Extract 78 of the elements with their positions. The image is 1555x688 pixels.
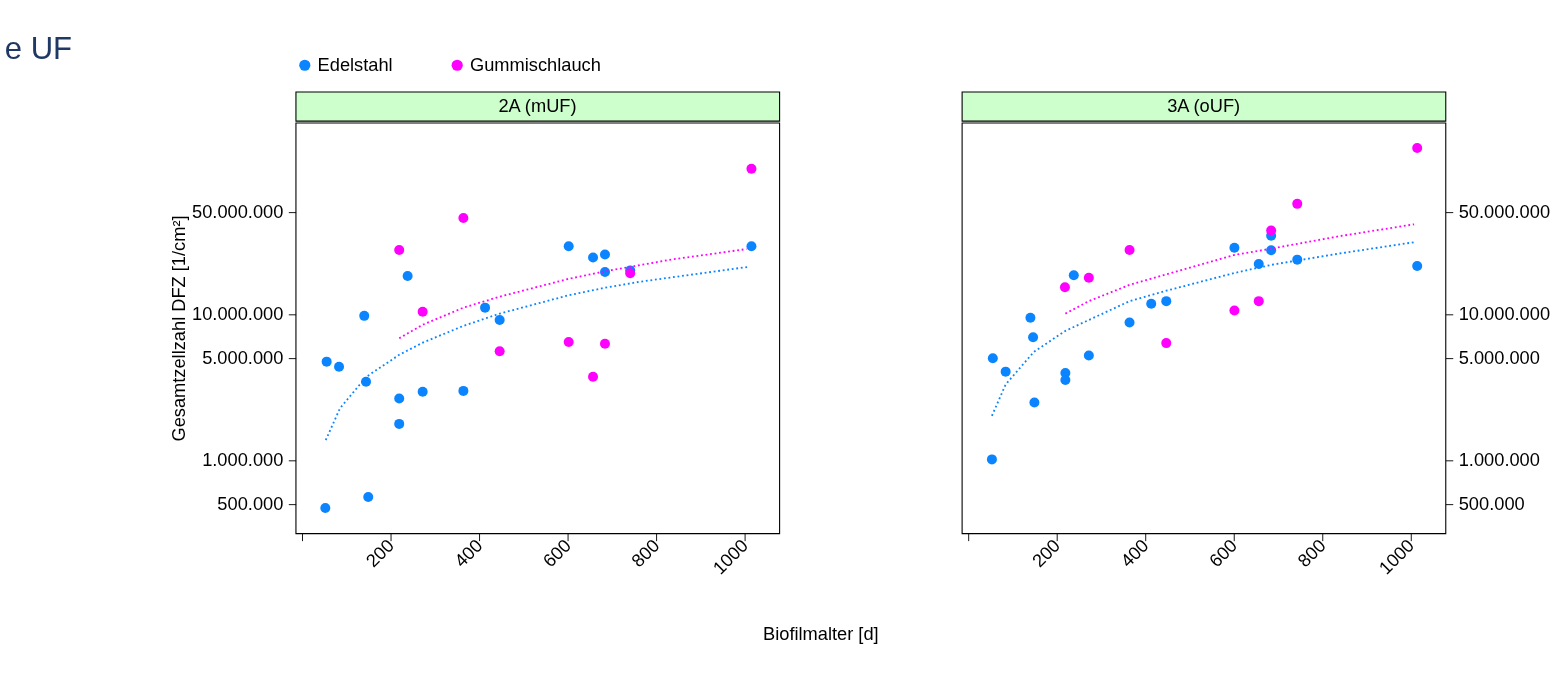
point [320, 502, 331, 513]
x-tick-label: 200 [1027, 534, 1065, 572]
x-tick-label: 600 [538, 534, 575, 572]
x-tick-label: 800 [627, 534, 664, 572]
x-tick-label: 600 [1204, 534, 1242, 572]
point [986, 454, 997, 465]
point [1412, 143, 1423, 154]
point [334, 361, 345, 372]
point [1229, 305, 1240, 316]
point [987, 353, 998, 364]
y-tick-label: 10.000.000 [192, 303, 284, 325]
point [1000, 366, 1011, 377]
point [588, 371, 599, 382]
point [1059, 282, 1070, 293]
point [1029, 397, 1040, 408]
point [480, 302, 491, 313]
point [1083, 350, 1094, 361]
chart-title: 2A (mUF) [498, 94, 577, 116]
point [1146, 298, 1157, 309]
point [1161, 296, 1172, 307]
x-tick-label: 400 [450, 534, 487, 572]
point [417, 386, 428, 397]
x-tick-label: 800 [1293, 534, 1330, 572]
point [588, 252, 599, 263]
point [1161, 338, 1172, 349]
chart-title: 3A (oUF) [1167, 94, 1241, 116]
point [1229, 242, 1240, 253]
point [402, 271, 413, 281]
y-tick-label: 500.000 [1458, 492, 1525, 514]
legend-label: Edelstahl [317, 53, 393, 75]
legend-label: Gummischlauch [469, 53, 601, 75]
x-axis-title: Biofilmalter [d] [763, 622, 879, 644]
y-tick-label: 5.000.000 [1458, 347, 1540, 369]
point [458, 385, 469, 396]
y-tick-label: 500.000 [217, 492, 284, 514]
y-tick-label: 50.000.000 [1458, 201, 1551, 223]
point [321, 356, 332, 367]
y-tick-label: 10.000.000 [1458, 303, 1551, 325]
line-series [1064, 223, 1415, 315]
point [363, 491, 374, 502]
point [1266, 225, 1277, 236]
point [1083, 272, 1094, 283]
text: e UF [4, 30, 73, 66]
x-tick-label: 200 [361, 534, 398, 572]
point [599, 249, 610, 260]
point [361, 376, 372, 387]
point [1068, 270, 1079, 281]
point [417, 306, 428, 317]
point [1292, 198, 1303, 209]
point [1412, 261, 1423, 272]
point [1253, 296, 1264, 307]
point [746, 163, 757, 174]
point [394, 393, 405, 404]
point [359, 310, 370, 321]
y-tick-label: 1.000.000 [1458, 448, 1540, 470]
point [1025, 312, 1036, 323]
point [494, 346, 505, 357]
point [1124, 244, 1135, 255]
line-series [324, 266, 749, 442]
line-series [991, 241, 1415, 417]
point [458, 212, 469, 223]
y-axis-title: Gesamtzellzahl DFZ [1/cm²] [167, 215, 189, 442]
x-tick-label: 400 [1116, 534, 1153, 572]
point [394, 244, 405, 255]
point [563, 337, 574, 348]
point [599, 338, 610, 349]
point [1124, 317, 1135, 328]
point [599, 266, 610, 277]
point [1060, 375, 1071, 385]
point [1253, 259, 1264, 270]
y-tick-label: 5.000.000 [202, 347, 284, 369]
y-tick-label: 1.000.000 [202, 448, 284, 470]
point [494, 314, 505, 325]
point [563, 241, 574, 252]
point [394, 418, 405, 429]
point [746, 241, 757, 252]
y-tick-label: 50.000.000 [192, 201, 284, 223]
point [1028, 332, 1039, 343]
